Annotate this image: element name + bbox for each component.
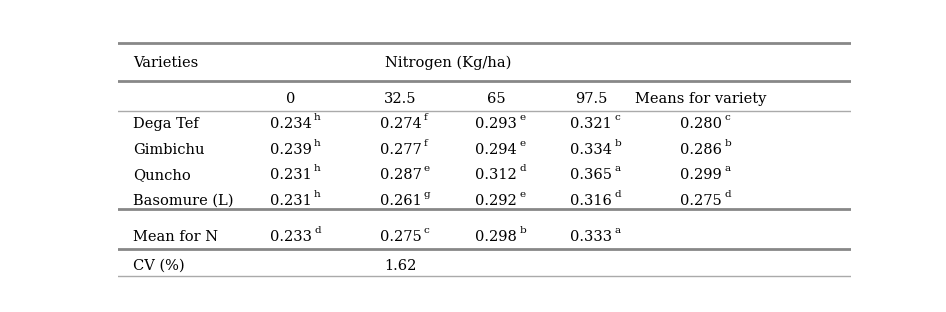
Text: 0.286: 0.286: [680, 143, 722, 157]
Text: Quncho: Quncho: [132, 168, 191, 182]
Text: h: h: [314, 190, 321, 198]
Text: 0.261: 0.261: [379, 194, 421, 208]
Text: 0.233: 0.233: [270, 230, 311, 244]
Text: d: d: [314, 226, 321, 235]
Text: f: f: [424, 139, 428, 148]
Text: Dega Tef: Dega Tef: [132, 117, 199, 131]
Text: c: c: [615, 113, 621, 122]
Text: 0.312: 0.312: [475, 168, 517, 182]
Text: 0.293: 0.293: [475, 117, 517, 131]
Text: 0.275: 0.275: [680, 194, 722, 208]
Text: h: h: [314, 139, 321, 148]
Text: h: h: [314, 113, 321, 122]
Text: 0.334: 0.334: [570, 143, 612, 157]
Text: 0: 0: [286, 92, 295, 106]
Text: 32.5: 32.5: [384, 92, 417, 106]
Text: 0.294: 0.294: [475, 143, 517, 157]
Text: Gimbichu: Gimbichu: [132, 143, 204, 157]
Text: 0.275: 0.275: [379, 230, 421, 244]
Text: 0.239: 0.239: [270, 143, 311, 157]
Text: Nitrogen (Kg/ha): Nitrogen (Kg/ha): [385, 56, 512, 70]
Text: 0.299: 0.299: [680, 168, 722, 182]
Text: 0.231: 0.231: [270, 168, 311, 182]
Text: 1.62: 1.62: [384, 259, 416, 273]
Text: a: a: [615, 164, 621, 173]
Text: a: a: [615, 226, 621, 235]
Text: 0.333: 0.333: [570, 230, 612, 244]
Text: e: e: [519, 139, 525, 148]
Text: g: g: [424, 190, 430, 198]
Text: h: h: [314, 164, 321, 173]
Text: d: d: [615, 190, 622, 198]
Text: 65: 65: [486, 92, 505, 106]
Text: 0.231: 0.231: [270, 194, 311, 208]
Text: 0.316: 0.316: [570, 194, 612, 208]
Text: f: f: [424, 113, 428, 122]
Text: c: c: [725, 113, 730, 122]
Text: b: b: [725, 139, 731, 148]
Text: 97.5: 97.5: [575, 92, 607, 106]
Text: c: c: [424, 226, 429, 235]
Text: e: e: [424, 164, 430, 173]
Text: 0.277: 0.277: [379, 143, 421, 157]
Text: d: d: [519, 164, 526, 173]
Text: a: a: [725, 164, 730, 173]
Text: Varieties: Varieties: [132, 56, 198, 70]
Text: b: b: [615, 139, 622, 148]
Text: 0.280: 0.280: [680, 117, 722, 131]
Text: Mean for N: Mean for N: [132, 230, 218, 244]
Text: e: e: [519, 190, 525, 198]
Text: 0.274: 0.274: [379, 117, 421, 131]
Text: b: b: [519, 226, 526, 235]
Text: 0.298: 0.298: [475, 230, 517, 244]
Text: e: e: [519, 113, 525, 122]
Text: d: d: [725, 190, 731, 198]
Text: 0.292: 0.292: [475, 194, 517, 208]
Text: CV (%): CV (%): [132, 259, 184, 273]
Text: 0.321: 0.321: [570, 117, 612, 131]
Text: 0.234: 0.234: [270, 117, 311, 131]
Text: 0.287: 0.287: [379, 168, 422, 182]
Text: 0.365: 0.365: [570, 168, 612, 182]
Text: Means for variety: Means for variety: [636, 92, 767, 106]
Text: Basomure (L): Basomure (L): [132, 194, 234, 208]
